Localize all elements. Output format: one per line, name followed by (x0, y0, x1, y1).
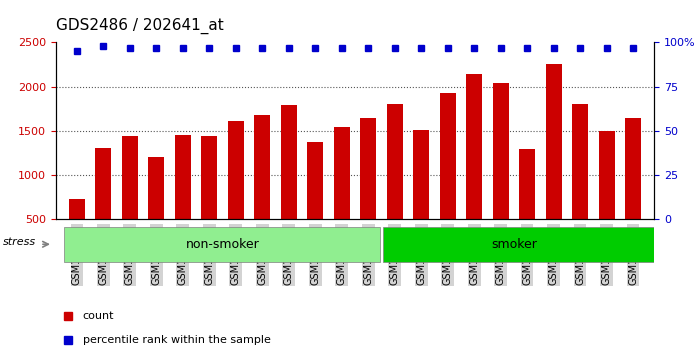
Bar (519, 149, 535, 264)
Bar (546, 64, 562, 264)
Text: count: count (83, 311, 114, 321)
Bar (69, 199, 85, 264)
Bar (625, 118, 641, 264)
Bar (148, 156, 164, 264)
Bar (280, 105, 296, 264)
Bar (228, 121, 244, 264)
Text: percentile rank within the sample: percentile rank within the sample (83, 335, 271, 345)
Bar (440, 93, 456, 264)
Bar (201, 136, 217, 264)
Text: GDS2486 / 202641_at: GDS2486 / 202641_at (56, 18, 223, 34)
FancyBboxPatch shape (383, 227, 657, 262)
Text: stress: stress (3, 237, 36, 247)
Bar (572, 104, 588, 264)
Bar (334, 127, 349, 264)
Bar (413, 130, 429, 264)
FancyBboxPatch shape (63, 227, 380, 262)
Bar (493, 83, 509, 264)
Bar (122, 136, 138, 264)
Bar (254, 115, 270, 264)
Bar (599, 131, 615, 264)
Bar (95, 148, 111, 264)
Bar (466, 74, 482, 264)
Bar (308, 142, 323, 264)
Bar (361, 118, 376, 264)
Text: smoker: smoker (491, 238, 537, 251)
Bar (387, 104, 402, 264)
Text: non-smoker: non-smoker (186, 238, 260, 251)
Bar (175, 135, 191, 264)
